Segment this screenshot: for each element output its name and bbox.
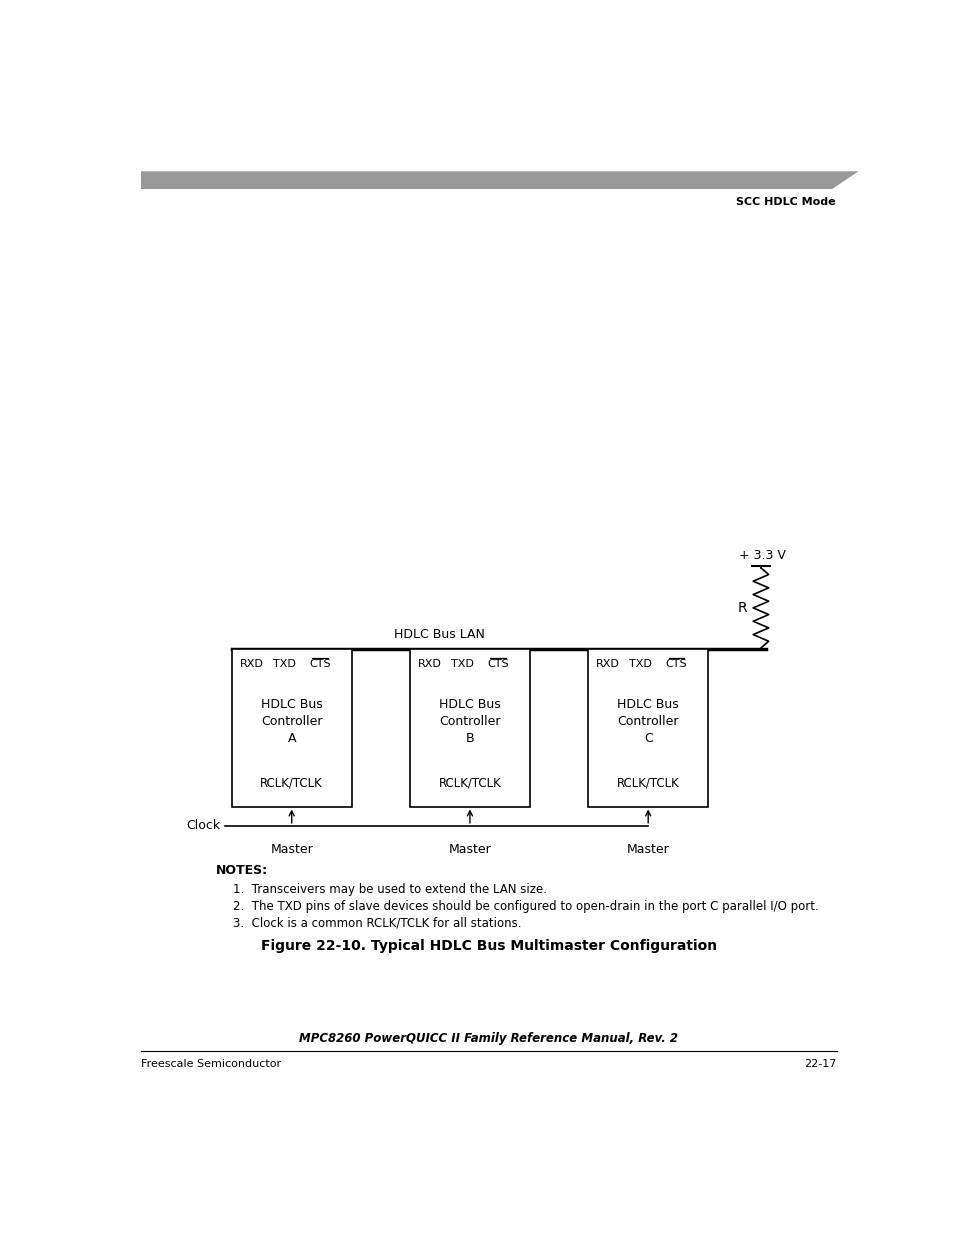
Polygon shape [141, 172, 858, 189]
Text: RCLK/TCLK: RCLK/TCLK [617, 777, 679, 789]
Text: Freescale Semiconductor: Freescale Semiconductor [141, 1060, 281, 1070]
Bar [232, 648, 352, 806]
Text: RXD: RXD [417, 658, 441, 668]
Text: TXD: TXD [451, 658, 474, 668]
Text: RXD: RXD [239, 658, 263, 668]
Text: CTS: CTS [665, 658, 686, 668]
Text: 1.  Transceivers may be used to extend the LAN size.: 1. Transceivers may be used to extend th… [233, 883, 547, 895]
Text: HDLC Bus
Controller
B: HDLC Bus Controller B [438, 698, 500, 745]
Text: 2.  The TXD pins of slave devices should be configured to open-drain in the port: 2. The TXD pins of slave devices should … [233, 900, 818, 913]
Text: HDLC Bus
Controller
A: HDLC Bus Controller A [260, 698, 322, 745]
Text: CTS: CTS [309, 658, 331, 668]
Text: SCC HDLC Mode: SCC HDLC Mode [736, 196, 835, 206]
Text: TXD: TXD [273, 658, 295, 668]
Text: TXD: TXD [629, 658, 652, 668]
Text: + 3.3 V: + 3.3 V [739, 548, 785, 562]
Text: MPC8260 PowerQUICC II Family Reference Manual, Rev. 2: MPC8260 PowerQUICC II Family Reference M… [299, 1032, 678, 1045]
Bar [587, 648, 707, 806]
Text: HDLC Bus
Controller
C: HDLC Bus Controller C [617, 698, 679, 745]
Text: 3.  Clock is a common RCLK/TCLK for all stations.: 3. Clock is a common RCLK/TCLK for all s… [233, 916, 521, 930]
Text: Figure 22-10. Typical HDLC Bus Multimaster Configuration: Figure 22-10. Typical HDLC Bus Multimast… [260, 939, 717, 953]
Text: 22-17: 22-17 [803, 1060, 836, 1070]
Text: RCLK/TCLK: RCLK/TCLK [438, 777, 500, 789]
Text: Master: Master [448, 842, 491, 856]
Text: RCLK/TCLK: RCLK/TCLK [260, 777, 323, 789]
Bar [410, 648, 530, 806]
Text: CTS: CTS [487, 658, 509, 668]
Text: R: R [737, 601, 746, 615]
Text: Master: Master [626, 842, 669, 856]
Text: HDLC Bus LAN: HDLC Bus LAN [394, 629, 485, 641]
Text: RXD: RXD [596, 658, 619, 668]
Text: Clock: Clock [187, 819, 220, 832]
Text: NOTES:: NOTES: [216, 864, 268, 877]
Text: Master: Master [270, 842, 313, 856]
